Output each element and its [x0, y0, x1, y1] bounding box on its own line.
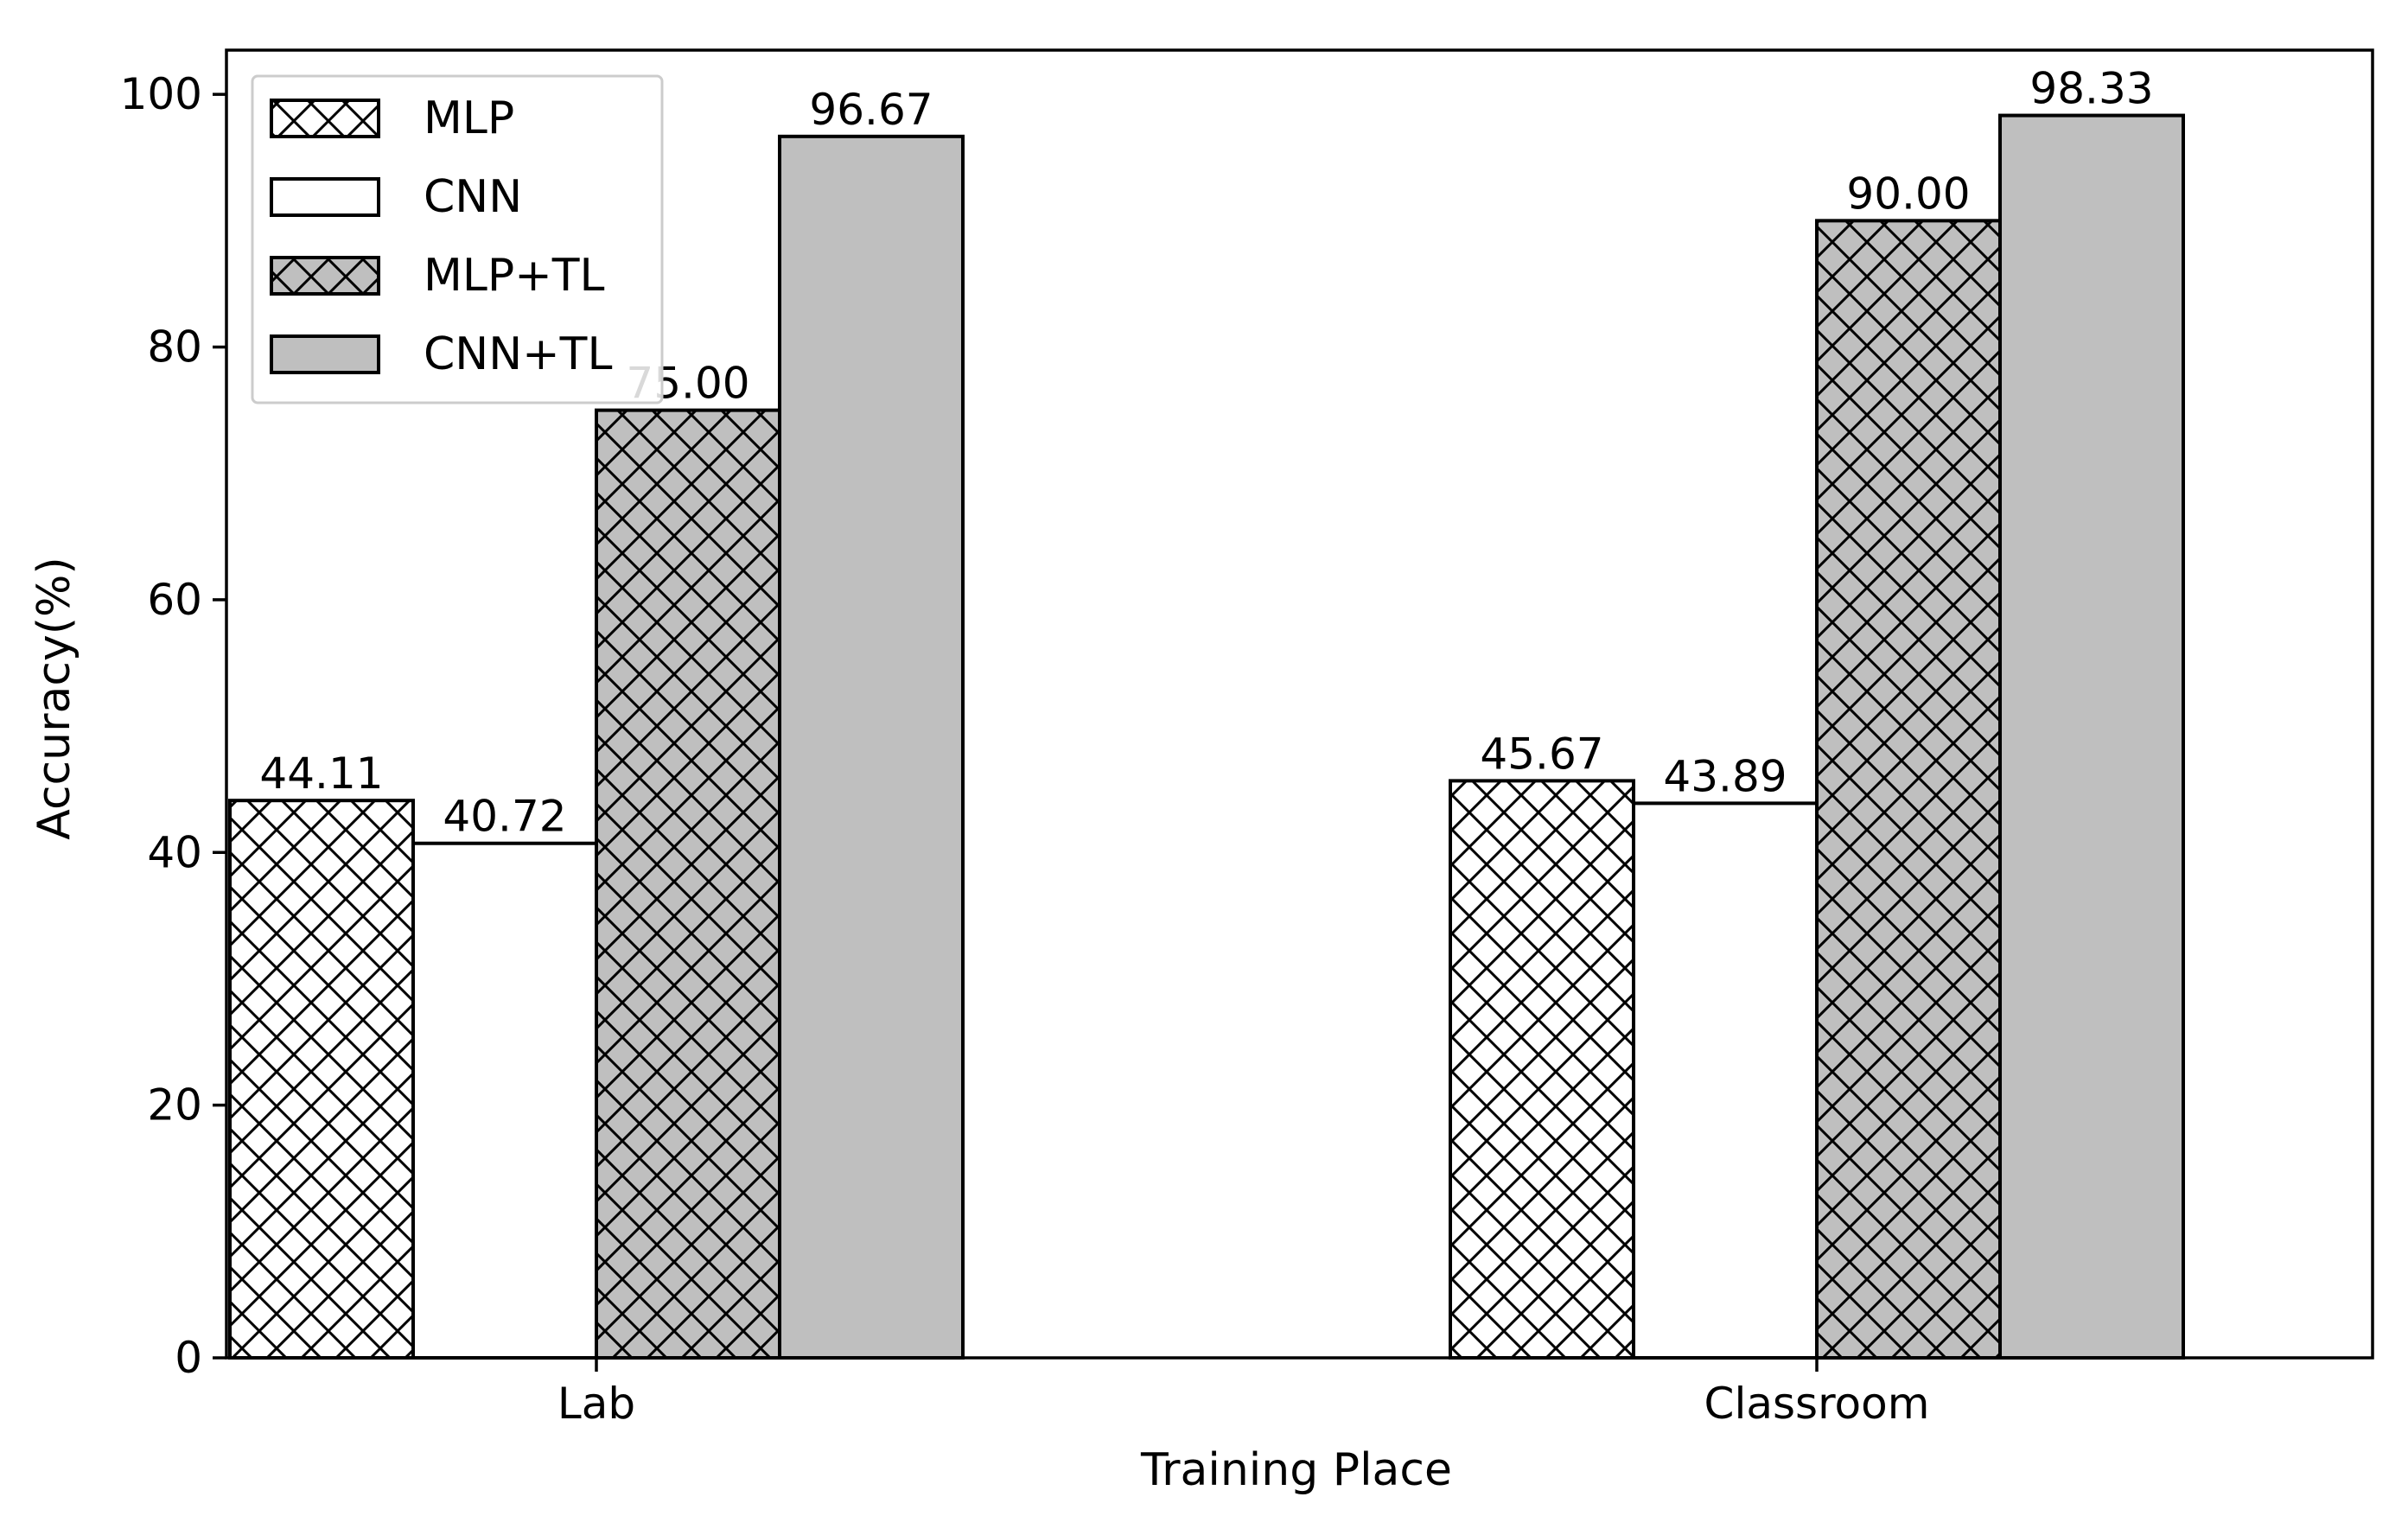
legend-swatch-mlp-tl-hatch — [271, 258, 379, 294]
legend-swatch-cnn-tl-fill — [271, 336, 379, 373]
legend-label-mlp: MLP — [424, 92, 514, 144]
value-label-mlp-lab: 44.11 — [259, 748, 383, 799]
x-tick-label-lab: Lab — [557, 1379, 635, 1429]
bar-cnn-classroom-fill — [1634, 803, 1817, 1358]
legend-swatch-mlp-hatch — [271, 100, 379, 137]
axes-layer: 0 20 40 60 80 100 Lab Classroom — [120, 48, 2374, 1429]
bar-mlp-tl-lab-hatch — [596, 410, 780, 1359]
bar-mlp-lab-hatch — [230, 800, 413, 1358]
bar-mlp-tl-classroom-hatch — [1817, 220, 2000, 1359]
bar-cnn-lab-fill — [413, 843, 596, 1358]
bars-layer — [228, 113, 2185, 1360]
legend-swatch-cnn-fill — [271, 179, 379, 215]
y-tick-label-60: 60 — [147, 575, 202, 625]
value-label-cnn-lab: 40.72 — [443, 792, 566, 842]
legend-box — [251, 74, 664, 404]
y-tick-label-100: 100 — [120, 69, 202, 119]
legend-swatch-cnn-tl — [270, 334, 380, 374]
plot-frame — [225, 48, 2374, 1360]
y-axis-title: Accuracy(%) — [29, 557, 80, 839]
bar-mlp-classroom-hatch — [1450, 780, 1634, 1358]
value-label-cnn-tl-classroom: 98.33 — [2029, 64, 2153, 114]
x-axis-title: Training Place — [1140, 1444, 1452, 1496]
legend-label-cnn: CNN — [424, 171, 522, 223]
legend-swatch-mlp-tl — [270, 256, 380, 296]
y-tick-label-80: 80 — [147, 322, 202, 373]
legend-label-cnn-tl: CNN+TL — [424, 328, 612, 380]
legend-label-mlp-tl: MLP+TL — [424, 250, 605, 302]
value-label-mlp-classroom: 45.67 — [1480, 729, 1603, 779]
legend: MLP CNN MLP+TL CNN+TL — [251, 74, 664, 404]
y-tick-label-40: 40 — [147, 827, 202, 877]
value-label-cnn-classroom: 43.89 — [1663, 751, 1787, 801]
value-label-mlp-tl-classroom: 90.00 — [1846, 169, 1970, 219]
y-tick-label-0: 0 — [175, 1333, 202, 1383]
value-label-cnn-tl-lab: 96.67 — [809, 85, 933, 135]
legend-swatch-cnn — [270, 177, 380, 217]
y-tick-label-20: 20 — [147, 1080, 202, 1131]
legend-swatch-mlp — [270, 99, 380, 138]
bar-cnn-tl-lab-fill — [780, 136, 963, 1358]
bar-cnn-tl-classroom-fill — [2000, 115, 2183, 1358]
x-tick-label-classroom: Classroom — [1704, 1379, 1930, 1429]
